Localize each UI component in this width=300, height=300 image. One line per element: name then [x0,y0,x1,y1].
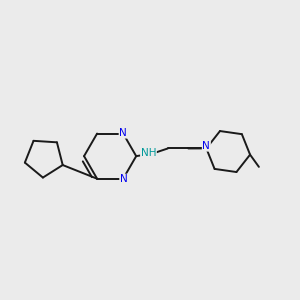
Text: N: N [120,174,128,184]
Text: NH: NH [141,148,156,158]
Text: N: N [202,141,210,151]
Text: N: N [119,128,127,138]
